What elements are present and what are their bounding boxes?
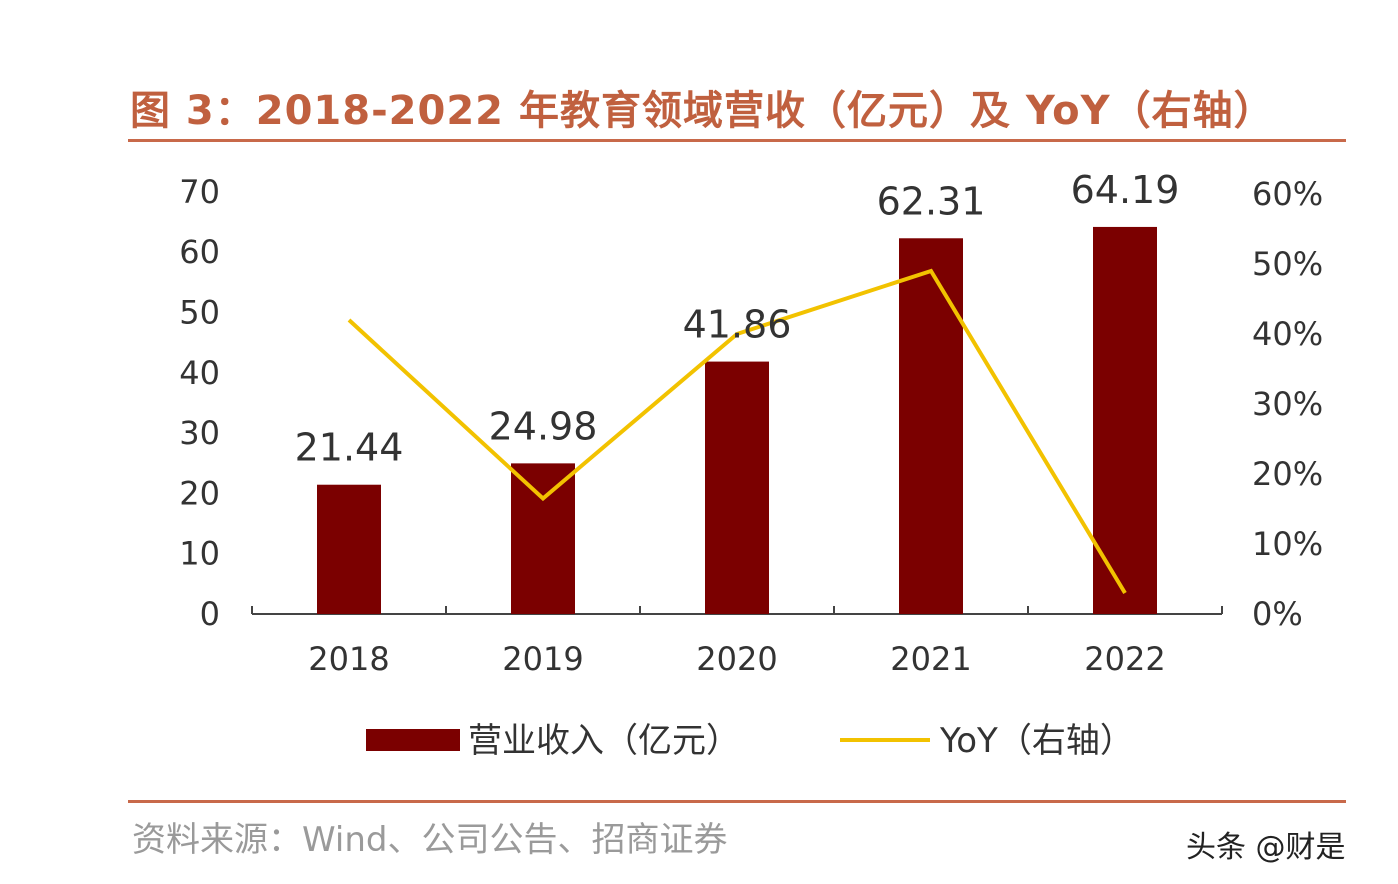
- revenue-bar: [1093, 226, 1157, 614]
- bar-data-label: 62.31: [877, 179, 986, 223]
- legend-swatch-revenue: [366, 729, 460, 751]
- line-layer: [347, 268, 1127, 595]
- title-underline: [128, 139, 1346, 142]
- y-left-tick-label: 50: [179, 294, 220, 332]
- y-left-tick-label: 70: [179, 173, 220, 211]
- watermark: 头条 @财是: [1186, 830, 1346, 865]
- y-right-tick-label: 20%: [1252, 455, 1323, 493]
- legend: 营业收入（亿元） YoY（右轴）: [366, 721, 1134, 761]
- revenue-bar: [899, 238, 963, 615]
- y-left-tick-label: 40: [179, 354, 220, 392]
- x-tick-label: 2020: [696, 640, 777, 678]
- y-right-tick-label: 40%: [1252, 315, 1323, 353]
- figure-title: 图 3：2018-2022 年教育领域营收（亿元）及 YoY（右轴）: [130, 88, 1275, 134]
- y-left-tick-label: 0: [200, 595, 220, 633]
- y-left-tick-label: 10: [179, 535, 220, 573]
- axis-layer: 2018 2019 2020 2021 2022 0 10 20 30 40 50 60 70 0% 10%…: [179, 173, 1323, 678]
- bar-layer: [317, 226, 1157, 615]
- bar-data-label: 21.44: [295, 426, 404, 470]
- bar-data-label: 24.98: [489, 404, 598, 448]
- y-right-tick-label: 0%: [1252, 595, 1303, 633]
- revenue-bar: [705, 361, 769, 614]
- x-tick-label: 2021: [890, 640, 971, 678]
- source-note: 资料来源：Wind、公司公告、招商证券: [132, 820, 728, 860]
- x-tick-label: 2019: [502, 640, 583, 678]
- chart: 2018 2019 2020 2021 2022 0 10 20 30 40 50 60 70 0% 10%…: [179, 168, 1323, 761]
- legend-label-yoy: YoY（右轴）: [939, 721, 1134, 761]
- y-right-tick-label: 60%: [1252, 175, 1323, 213]
- x-tick-label: 2022: [1084, 640, 1165, 678]
- y-left-tick-label: 30: [179, 414, 220, 452]
- y-left-tick-label: 20: [179, 474, 220, 512]
- bar-data-label: 41.86: [683, 303, 792, 347]
- revenue-bar: [317, 484, 381, 614]
- y-right-tick-label: 10%: [1252, 525, 1323, 563]
- y-left-tick-label: 60: [179, 233, 220, 271]
- x-tick-label: 2018: [308, 640, 389, 678]
- y-right-tick-label: 50%: [1252, 245, 1323, 283]
- source-divider: [128, 800, 1346, 803]
- revenue-bar: [511, 463, 575, 614]
- bar-data-label: 64.19: [1071, 168, 1180, 212]
- data-label-layer: 21.44 24.98 41.86 62.31 64.19: [295, 168, 1180, 470]
- y-right-tick-label: 30%: [1252, 385, 1323, 423]
- legend-label-revenue: 营业收入（亿元）: [468, 721, 740, 761]
